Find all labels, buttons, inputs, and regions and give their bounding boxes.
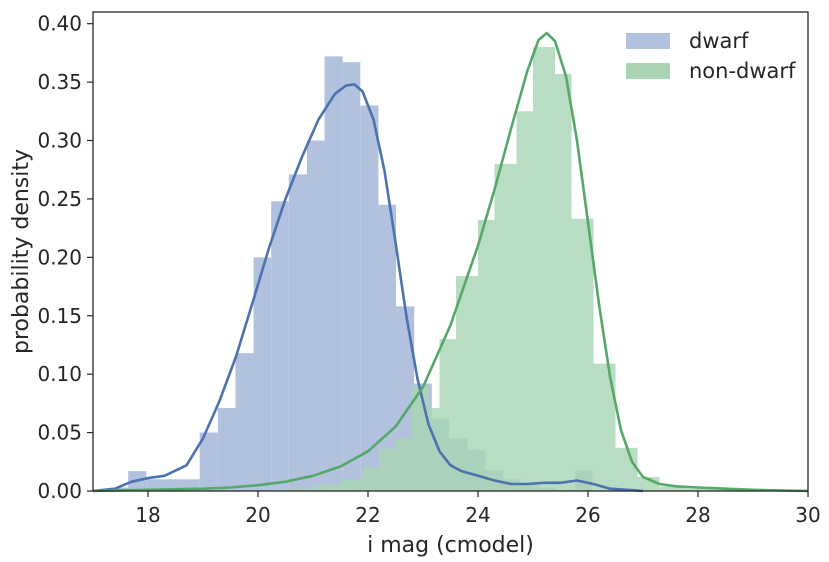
kde-curves — [92, 31, 809, 493]
bar-non-dwarf-1 — [313, 485, 341, 491]
y-tick-label: 0.15 — [37, 304, 82, 328]
bar-non-dwarf-0 — [285, 488, 313, 491]
x-tick-label: 18 — [135, 503, 160, 527]
y-tick-label: 0.10 — [37, 362, 82, 386]
y-tick-label: 0.00 — [37, 479, 82, 503]
bar-non-dwarf-3 — [362, 467, 379, 491]
bar-non-dwarf-8 — [439, 339, 456, 491]
bar-non-dwarf-16 — [593, 363, 616, 491]
legend-swatch-dwarf — [626, 33, 670, 49]
y-tick-label: 0.05 — [37, 421, 82, 445]
bar-dwarf-13 — [342, 62, 361, 492]
bar-dwarf-10 — [288, 174, 307, 491]
plot-frame — [92, 11, 809, 492]
bar-non-dwarf-12 — [516, 111, 533, 492]
y-tick-label: 0.30 — [37, 129, 82, 153]
bar-dwarf-5 — [199, 432, 218, 491]
bar-non-dwarf-6 — [412, 385, 429, 491]
bar-non-dwarf-5 — [395, 438, 412, 491]
kde-line-dwarf — [92, 83, 644, 493]
x-tick-label: 30 — [795, 503, 820, 527]
kde-line-non-dwarf — [92, 31, 809, 493]
bar-non-dwarf-20 — [687, 488, 715, 491]
bar-dwarf-12 — [324, 56, 343, 492]
bar-non-dwarf-7 — [428, 408, 440, 491]
y-axis: 0.00 0.05 0.10 0.15 0.20 0.25 0.30 0.35 0.40 — [37, 12, 93, 503]
bar-dwarf-8 — [253, 257, 272, 491]
bar-dwarf-7 — [235, 353, 254, 491]
bar-non-dwarf-19 — [659, 486, 687, 491]
bar-non-dwarf-4 — [379, 448, 396, 491]
bar-dwarf-6 — [217, 408, 236, 491]
bar-dwarf-15 — [378, 204, 397, 491]
bar-dwarf-2 — [146, 479, 164, 491]
histogram-bars — [110, 47, 808, 492]
bar-dwarf-4 — [182, 479, 200, 491]
y-tick-label: 0.20 — [37, 245, 82, 269]
legend-label-non-dwarf: non-dwarf — [689, 59, 796, 83]
bar-dwarf-9 — [271, 201, 289, 491]
bar-non-dwarf-17 — [615, 447, 638, 491]
bar-non-dwarf-9 — [456, 276, 478, 491]
plot-area — [92, 11, 809, 493]
legend: dwarf non-dwarf — [626, 29, 796, 83]
x-axis-title: i mag (cmodel) — [367, 533, 534, 558]
x-tick-label: 22 — [355, 503, 380, 527]
y-tick-label: 0.40 — [37, 12, 82, 36]
bar-non-dwarf-13 — [533, 47, 555, 492]
x-axis: 18 20 22 24 26 28 30 — [135, 491, 821, 527]
legend-label-dwarf: dwarf — [689, 29, 749, 53]
y-tick-label: 0.25 — [37, 187, 82, 211]
bar-dwarf-14 — [360, 105, 379, 492]
bar-dwarf-3 — [163, 479, 183, 491]
bar-non-dwarf-15 — [571, 218, 594, 491]
bar-non-dwarf-10 — [478, 219, 495, 491]
bar-non-dwarf-14 — [555, 73, 572, 492]
bar-non-dwarf-2 — [340, 479, 363, 491]
legend-swatch-non-dwarf — [626, 63, 670, 79]
y-axis-title: probability density — [9, 149, 34, 354]
bar-dwarf-11 — [306, 140, 325, 491]
x-tick-label: 26 — [575, 503, 600, 527]
x-tick-label: 20 — [245, 503, 270, 527]
x-tick-label: 28 — [685, 503, 710, 527]
x-tick-label: 24 — [465, 503, 490, 527]
y-tick-label: 0.35 — [37, 70, 82, 94]
bar-non-dwarf-11 — [494, 163, 517, 491]
